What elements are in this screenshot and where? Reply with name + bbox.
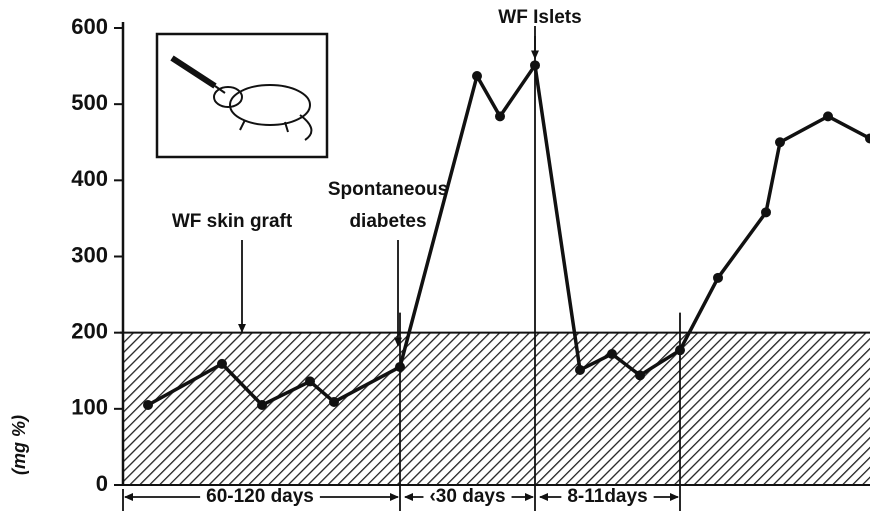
y-tick-label: 400 [71, 166, 108, 191]
data-point [775, 137, 785, 147]
interval-label: 60-120 days [206, 486, 314, 507]
interval-label: ‹30 days [429, 486, 505, 507]
interval-label: 8-11days [567, 486, 647, 507]
data-point [713, 273, 723, 283]
data-point [143, 400, 153, 410]
data-point [607, 349, 617, 359]
data-point [329, 397, 339, 407]
y-tick-label: 200 [71, 318, 108, 343]
annotation-text: diabetes [349, 211, 426, 232]
data-point [675, 345, 685, 355]
data-point [635, 370, 645, 380]
data-point [575, 365, 585, 375]
inset-illustration [157, 34, 327, 157]
data-point [495, 111, 505, 121]
annotation-text: Spontaneous [328, 179, 448, 200]
data-point [761, 207, 771, 217]
chart: (mg %) 0 100 200 300 400 500 600 60-120 days ‹30… [0, 0, 870, 517]
y-tick-label: 100 [71, 395, 108, 420]
y-tick-label: 0 [96, 471, 108, 496]
data-point [530, 60, 540, 70]
data-point [305, 376, 315, 386]
data-point [472, 71, 482, 81]
y-tick-label: 300 [71, 242, 108, 267]
data-point [217, 359, 227, 369]
y-tick-label: 500 [71, 90, 108, 115]
data-point [257, 400, 267, 410]
y-axis-label: (mg %) [9, 415, 29, 475]
y-tick-label: 600 [71, 14, 108, 39]
data-point [395, 362, 405, 372]
data-point [823, 111, 833, 121]
annotation-text: WF Islets [498, 7, 581, 28]
annotation-text: WF skin graft [172, 211, 293, 232]
normal-range-band [123, 333, 870, 485]
